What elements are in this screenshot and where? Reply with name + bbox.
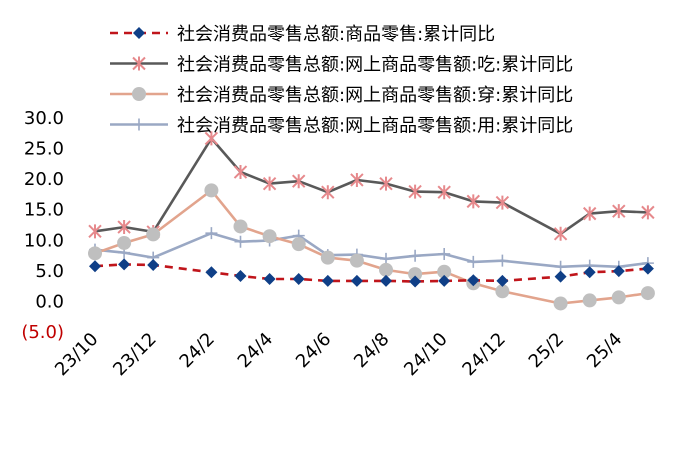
data-point xyxy=(117,220,131,235)
x-tick-label: 25/4 xyxy=(583,329,626,372)
axes: 30.025.020.015.010.05.00.0(5.0)23/10 23/1… xyxy=(21,108,626,380)
legend-label: 社会消费品零售总额:网上商品零售额:吃:累计同比 xyxy=(177,55,573,76)
data-point xyxy=(466,194,481,209)
data-point xyxy=(263,273,276,286)
legend-item-4: 社会消费品零售总额:网上商品零售额:用:累计同比 xyxy=(110,116,573,137)
data-point xyxy=(89,260,101,273)
data-point xyxy=(321,185,335,200)
data-point xyxy=(380,274,392,287)
y-tick-label: 5.0 xyxy=(35,261,64,282)
y-tick-label: 10.0 xyxy=(24,230,64,251)
data-point xyxy=(582,206,597,221)
data-point xyxy=(554,270,567,283)
legend-marker xyxy=(132,56,146,71)
legend-label: 社会消费品零售总额:网上商品零售额:穿:累计同比 xyxy=(177,85,573,106)
data-point xyxy=(262,229,277,244)
data-point xyxy=(204,183,219,198)
y-tick-label: 30.0 xyxy=(24,108,64,129)
x-tick-label: 24/6 xyxy=(292,329,335,372)
legend-item-1: 社会消费品零售总额:商品零售:累计同比 xyxy=(110,24,495,45)
data-point xyxy=(291,174,306,189)
series-3 xyxy=(88,183,655,311)
data-point xyxy=(204,131,219,146)
data-point xyxy=(437,264,452,279)
y-tick-label: 25.0 xyxy=(24,139,64,160)
data-point xyxy=(495,195,510,210)
x-tick-label: 23/12 xyxy=(109,329,161,381)
data-point xyxy=(379,262,393,277)
data-point xyxy=(583,266,596,279)
legend: 社会消费品零售总额:商品零售:累计同比社会消费品零售总额:网上商品零售额:吃:累… xyxy=(110,24,573,137)
data-point xyxy=(641,262,654,275)
data-point xyxy=(380,252,392,265)
x-tick-label: 24/8 xyxy=(350,329,393,372)
data-point xyxy=(582,293,597,308)
data-point xyxy=(291,237,306,252)
data-point xyxy=(495,284,510,299)
series-line xyxy=(94,137,648,236)
y-tick-label: 0.0 xyxy=(35,291,64,312)
data-point xyxy=(234,235,247,248)
data-point xyxy=(117,235,132,250)
x-tick-label: 24/10 xyxy=(400,329,452,381)
data-point xyxy=(349,253,364,268)
x-tick-label: 24/2 xyxy=(176,329,219,372)
y-tick-label: 15.0 xyxy=(24,200,64,221)
legend-label: 社会消费品零售总额:商品零售:累计同比 xyxy=(177,24,495,45)
data-point xyxy=(205,266,218,279)
x-tick-label: 24/4 xyxy=(234,329,277,372)
data-point xyxy=(438,247,451,260)
data-point xyxy=(437,185,451,200)
data-point xyxy=(147,258,160,271)
data-point xyxy=(467,255,480,268)
data-point xyxy=(467,274,480,287)
y-tick-label: 20.0 xyxy=(24,169,64,190)
data-point xyxy=(409,249,422,262)
data-point xyxy=(408,184,422,199)
data-point xyxy=(612,265,625,278)
legend-item-3: 社会消费品零售总额:网上商品零售额:穿:累计同比 xyxy=(110,85,573,106)
data-point xyxy=(320,250,335,265)
y-tick-label: (5.0) xyxy=(21,322,64,343)
legend-marker xyxy=(133,118,145,131)
data-point xyxy=(641,205,655,220)
data-point xyxy=(496,274,509,287)
data-point xyxy=(233,165,248,180)
legend-marker xyxy=(133,27,145,39)
legend-label: 社会消费品零售总额:网上商品零售额:用:累计同比 xyxy=(177,116,573,137)
data-point xyxy=(88,246,102,261)
x-tick-label: 25/2 xyxy=(525,329,568,372)
data-point xyxy=(553,296,568,311)
series-layer xyxy=(88,131,655,311)
data-point xyxy=(611,290,626,305)
data-point xyxy=(438,274,451,287)
legend-item-2: 社会消费品零售总额:网上商品零售额:吃:累计同比 xyxy=(110,55,573,76)
data-point xyxy=(292,273,305,286)
data-point xyxy=(233,219,248,234)
data-point xyxy=(350,274,363,287)
data-point xyxy=(118,258,131,271)
series-1 xyxy=(89,258,654,288)
legend-marker xyxy=(132,87,146,101)
data-point xyxy=(262,176,277,191)
data-point xyxy=(234,269,247,282)
data-point xyxy=(146,227,161,242)
data-point xyxy=(205,227,218,240)
data-point xyxy=(612,204,626,219)
data-point xyxy=(553,226,568,241)
data-point xyxy=(640,286,655,301)
series-2 xyxy=(88,131,655,241)
data-point xyxy=(350,172,364,187)
data-point xyxy=(409,275,422,288)
data-point xyxy=(496,254,509,267)
data-point xyxy=(88,224,102,239)
data-point xyxy=(321,274,334,287)
x-tick-label: 24/12 xyxy=(458,329,510,381)
data-point xyxy=(408,267,423,282)
data-point xyxy=(379,176,393,191)
